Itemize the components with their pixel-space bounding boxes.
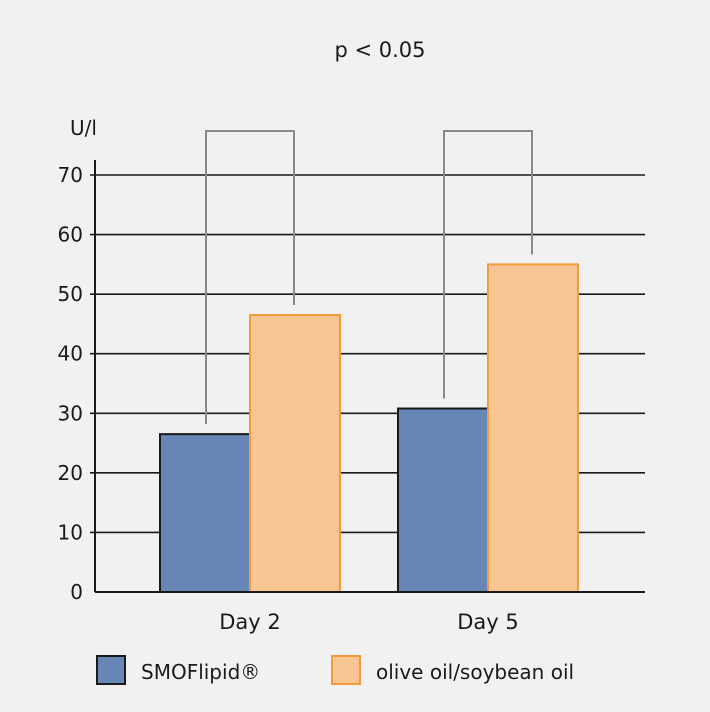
y-tick-label: 20 [58,461,83,485]
bar-olive-oil-day-5 [487,263,579,593]
bar-olive-oil-day-2 [249,313,341,593]
significance-bracket [443,130,533,399]
bar-smoflipid-day-2 [159,433,251,593]
x-category-label: Day 5 [457,610,519,634]
y-tick-label: 60 [58,223,83,247]
legend-swatch-olive-oil [331,655,361,685]
y-tick-label: 50 [58,282,83,306]
significance-bracket [205,130,295,425]
labels: p < 0.05 U/l [70,38,426,140]
y-tick-label: 40 [58,342,83,366]
significance-brackets [205,130,533,425]
x-category-label: Day 2 [219,610,281,634]
axes: 0 10 20 30 40 50 60 70 Day 2 Day 5 [58,160,645,634]
legend-label-olive-oil: olive oil/soybean oil [376,660,574,684]
y-tick-label: 0 [70,580,83,604]
legend-label-smoflipid: SMOFlipid® [141,660,260,684]
y-tick-label: 10 [58,520,83,544]
bars [159,263,579,593]
y-axis-unit-label: U/l [70,116,97,140]
y-tick-label: 70 [58,163,83,187]
bar-smoflipid-day-5 [397,407,489,593]
y-tick-label: 30 [58,401,83,425]
legend-swatch-smoflipid [96,655,126,685]
legend: SMOFlipid® olive oil/soybean oil [96,655,574,685]
significance-annotation: p < 0.05 [334,38,425,62]
